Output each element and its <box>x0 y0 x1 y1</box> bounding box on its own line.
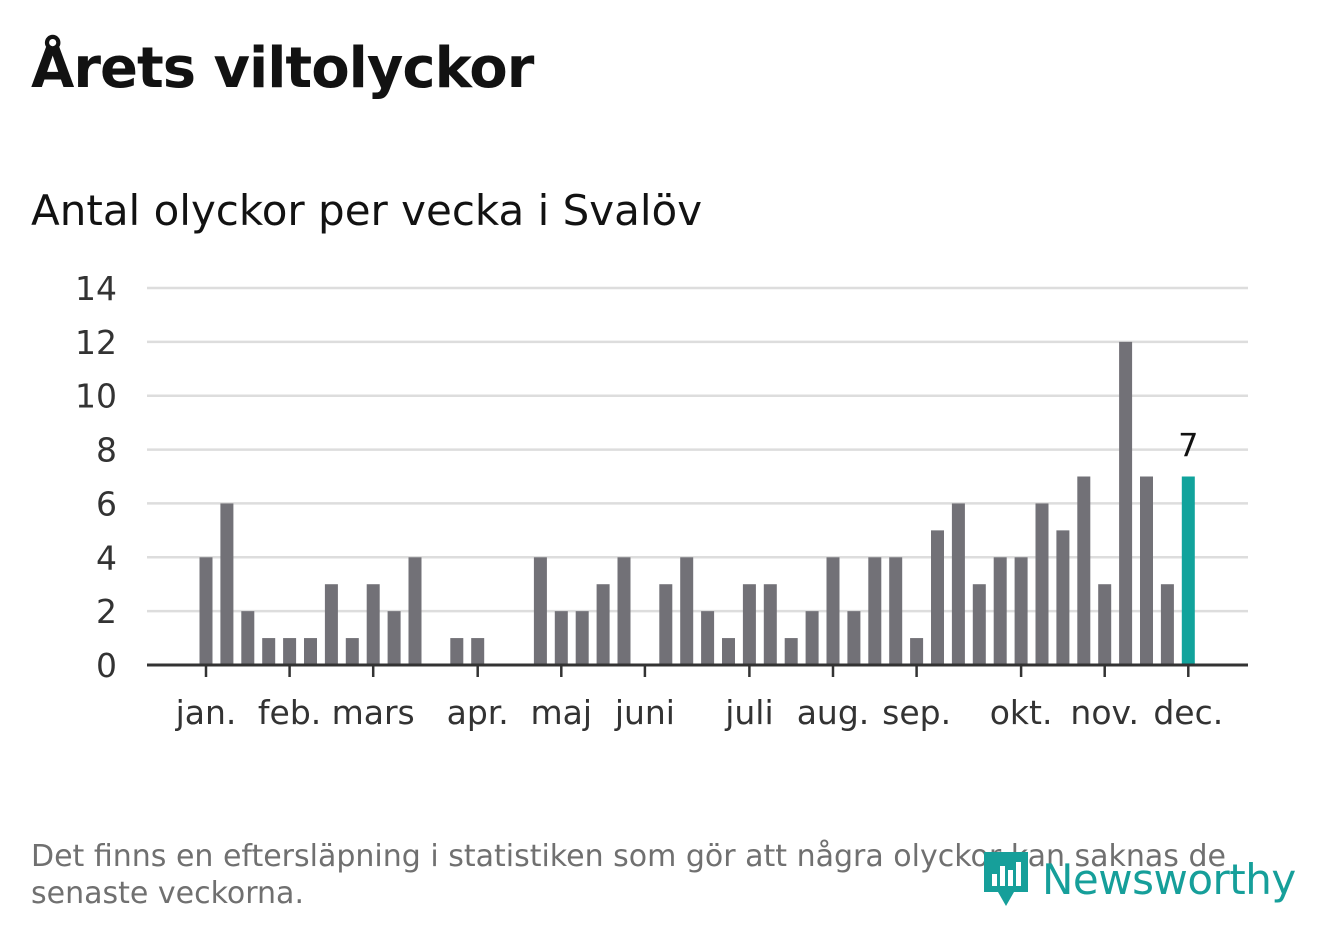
bar-week-38 <box>972 584 986 665</box>
month-label-nov: nov. <box>1070 693 1139 732</box>
month-label-apr: apr. <box>447 693 509 732</box>
month-label-jan: jan. <box>175 693 237 732</box>
month-label-okt: okt. <box>990 693 1053 732</box>
bar-week-31 <box>826 557 840 665</box>
bar-week-44 <box>1098 584 1112 665</box>
bar-week-23 <box>659 584 673 665</box>
bar-week-6 <box>304 638 317 665</box>
bar-week-41 <box>1035 503 1049 665</box>
bar-week-48 <box>1181 476 1195 665</box>
bar-week-11 <box>408 557 422 665</box>
bar-week-27 <box>742 584 756 665</box>
bar-week-17 <box>533 557 547 665</box>
bar-week-25 <box>701 611 715 665</box>
bar-week-10 <box>387 611 401 665</box>
bar-week-19 <box>575 611 589 665</box>
y-tick-label-14: 14 <box>75 269 117 308</box>
bar-week-21 <box>617 557 631 665</box>
logo-text: Newsworthy <box>1042 854 1296 904</box>
x-axis-month-labels: jan. feb. mars apr. maj juni juli aug. sep. okt. n… <box>175 665 1223 732</box>
bar-week-33 <box>868 557 882 665</box>
month-label-juni: juni <box>614 693 675 732</box>
page-title: Årets viltolyckor <box>31 36 534 101</box>
bar-week-35 <box>910 638 924 665</box>
month-label-mars: mars <box>332 693 415 732</box>
y-tick-label-10: 10 <box>75 377 117 416</box>
bar-week-45 <box>1119 341 1133 665</box>
bar-chart: 0 2 4 6 8 10 12 14 7 jan. feb. mars apr. maj juni jul… <box>75 269 1248 732</box>
month-label-feb: feb. <box>258 693 321 732</box>
highlight-data-label: 7 <box>1178 427 1198 465</box>
bar-week-9 <box>366 584 380 665</box>
bar-week-8 <box>345 638 359 665</box>
bar-week-5 <box>283 638 297 665</box>
bar-week-43 <box>1077 476 1091 665</box>
bar-week-26 <box>722 638 735 665</box>
bar-week-47 <box>1160 584 1174 665</box>
month-label-dec: dec. <box>1153 693 1223 732</box>
bar-week-1 <box>199 557 213 665</box>
bar-week-32 <box>847 611 861 665</box>
y-tick-label-12: 12 <box>75 323 117 362</box>
bar-week-2 <box>220 503 234 665</box>
month-label-aug: aug. <box>797 693 870 732</box>
bar-week-36 <box>931 530 944 665</box>
month-label-juli: juli <box>724 693 773 732</box>
bar-week-29 <box>784 638 798 665</box>
bar-week-3 <box>241 611 255 665</box>
month-label-maj: maj <box>531 693 593 732</box>
y-tick-label-8: 8 <box>96 431 117 470</box>
newsworthy-bars-icon <box>984 852 1028 906</box>
y-tick-label-2: 2 <box>96 592 117 631</box>
bar-week-37 <box>951 503 965 665</box>
y-tick-label-4: 4 <box>96 538 117 577</box>
bar-week-28 <box>763 584 777 665</box>
y-axis-ticks: 0 2 4 6 8 10 12 14 <box>75 269 117 685</box>
newsworthy-logo: Newsworthy <box>980 848 1296 910</box>
bar-week-18 <box>554 611 568 665</box>
y-tick-label-0: 0 <box>96 646 117 685</box>
bar-week-30 <box>805 611 819 665</box>
bar-week-7 <box>324 584 338 665</box>
bar-week-42 <box>1056 530 1070 665</box>
month-label-sep: sep. <box>882 693 951 732</box>
chart-subtitle: Antal olyckor per vecka i Svalöv <box>31 186 703 235</box>
bar-week-20 <box>596 584 610 665</box>
bar-week-39 <box>993 557 1007 665</box>
bar-week-24 <box>680 557 694 665</box>
bar-week-40 <box>1014 557 1028 665</box>
bar-week-46 <box>1140 476 1153 665</box>
bar-week-4 <box>262 638 276 665</box>
bar-week-14 <box>471 638 485 665</box>
y-tick-label-6: 6 <box>96 484 117 523</box>
bars: 7 <box>199 341 1198 665</box>
bar-week-34 <box>889 557 903 665</box>
bar-week-13 <box>450 638 464 665</box>
